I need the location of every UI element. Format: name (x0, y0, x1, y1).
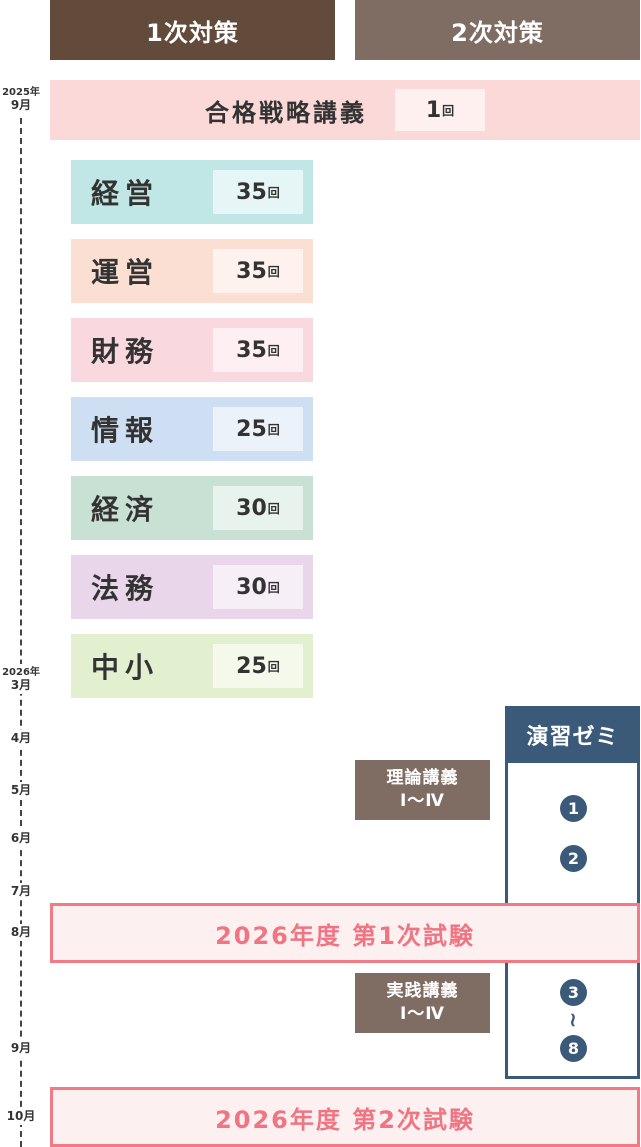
subject-count: 35 回 (213, 170, 303, 214)
seminar-box (505, 706, 640, 1079)
timeline-label: 6月 (0, 830, 42, 847)
subject-count: 35 回 (213, 328, 303, 372)
subject-count: 30 回 (213, 565, 303, 609)
timeline-label: 10月 (0, 1108, 42, 1125)
second-exam-bar: 2026年度 第2次試験 (50, 1087, 640, 1147)
subject-name: 運営 (91, 256, 160, 289)
subject-name: 経済 (91, 493, 160, 526)
subject-4: 経済 30 回 (71, 476, 313, 540)
timeline-label: 9月 (0, 1040, 42, 1057)
seminar-number-badge: 2 (560, 845, 587, 872)
subject-name: 財務 (91, 335, 160, 368)
timeline-label: 2026年 3月 (0, 664, 42, 694)
seminar-title: 演習ゼミ (505, 706, 640, 763)
subject-6: 中小 25 回 (71, 634, 313, 698)
timeline-label: 7月 (0, 883, 42, 900)
subject-5: 法務 30 回 (71, 555, 313, 619)
seminar-number-badge: 8 (560, 1035, 587, 1062)
subject-count: 30 回 (213, 486, 303, 530)
timeline-label: 2025年 9月 (0, 84, 42, 114)
first-exam-bar: 2026年度 第1次試験 (50, 903, 640, 963)
seminar-number-badge: 1 (560, 795, 587, 822)
timeline-label: 8月 (0, 924, 42, 941)
subject-count: 35 回 (213, 249, 303, 293)
subject-name: 情報 (91, 414, 160, 447)
seminar-number-badge: 3 (560, 979, 587, 1006)
subject-name: 法務 (91, 572, 160, 605)
strategy-title: 合格戦略講義 (205, 98, 367, 127)
timeline-label: 5月 (0, 782, 42, 799)
theory-lecture: 理論講義 Ⅰ～Ⅳ (355, 760, 490, 820)
subject-0: 経営 35 回 (71, 160, 313, 224)
timeline-line (20, 118, 22, 1147)
timeline-label: 4月 (0, 730, 42, 747)
subject-name: 中小 (91, 651, 160, 684)
subject-name: 経営 (91, 177, 160, 210)
first-stage-header: 1次対策 (50, 0, 335, 60)
subject-2: 財務 35 回 (71, 318, 313, 382)
second-stage-header: 2次対策 (355, 0, 640, 60)
subject-3: 情報 25 回 (71, 397, 313, 461)
range-tilde: ~ (561, 1011, 586, 1029)
subject-1: 運営 35 回 (71, 239, 313, 303)
practice-lecture: 実践講義 Ⅰ～Ⅳ (355, 973, 490, 1033)
subject-count: 25 回 (213, 644, 303, 688)
subject-count: 25 回 (213, 407, 303, 451)
